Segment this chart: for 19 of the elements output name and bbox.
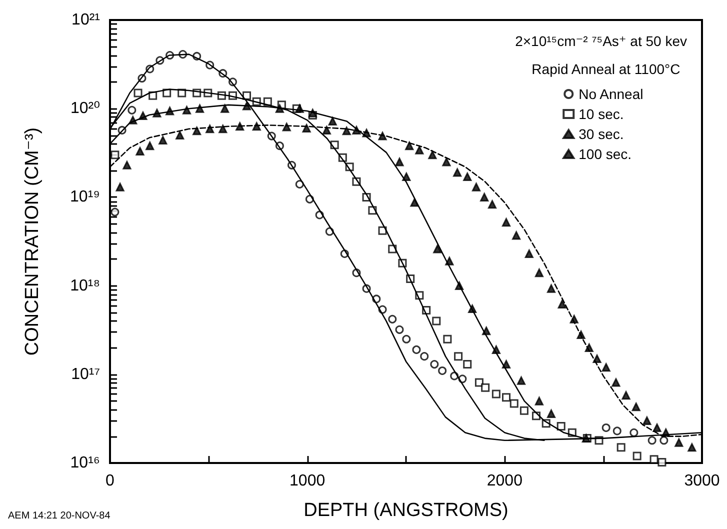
x-tick-label: 1000 [290,472,326,490]
text: AEM 14:21 20-NOV-84 [8,510,111,522]
x-tick-label: 0 [106,472,115,490]
y-axis-title: CONCENTRATION (CM⁻³) [22,127,43,356]
legend-title: Rapid Anneal at 1100°C [532,61,680,77]
x-tick-label: 3000 [684,472,720,490]
y-tick-label: 10¹⁹ [70,188,100,206]
y-tick-label: 10²¹ [72,12,100,28]
legend-label: 30 sec. [578,126,624,142]
annotation: 2×10¹⁵cm⁻² ⁷⁵As⁺ at 50 kev [515,33,688,49]
legend-label: 100 sec. [578,146,632,162]
y-tick-label: 10¹⁷ [71,366,100,383]
x-axis-title: DEPTH (ANGSTROMS) [304,500,508,521]
legend-label: 10 sec. [578,106,624,122]
x-tick-label: 2000 [486,472,523,490]
y-tick-label: 10²⁰ [70,100,100,118]
y-tick-label: 10¹⁶ [70,454,100,472]
legend-label: No Anneal [578,86,644,102]
y-tick-label: 10¹⁸ [70,277,100,294]
